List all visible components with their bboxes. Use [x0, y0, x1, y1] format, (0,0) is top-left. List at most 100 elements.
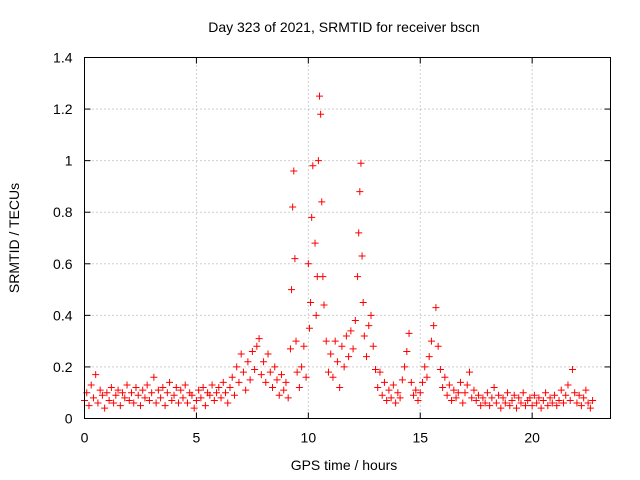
- data-point: [423, 373, 431, 381]
- data-point: [123, 381, 131, 389]
- data-point: [107, 384, 115, 392]
- y-tick-label: 0.6: [53, 256, 73, 272]
- data-point: [367, 311, 375, 319]
- data-point: [398, 376, 406, 384]
- data-point: [427, 337, 435, 345]
- data-point: [555, 396, 563, 404]
- data-point: [436, 366, 444, 374]
- data-point: [340, 363, 348, 371]
- data-point: [89, 394, 97, 402]
- data-point: [492, 399, 500, 407]
- data-point: [166, 378, 174, 386]
- data-points: [81, 92, 597, 412]
- data-point: [257, 371, 265, 379]
- data-point: [132, 384, 140, 392]
- data-point: [148, 389, 156, 397]
- data-point: [312, 311, 320, 319]
- data-point: [322, 337, 330, 345]
- data-point: [125, 396, 133, 404]
- data-point: [454, 389, 462, 397]
- data-point: [333, 358, 341, 366]
- y-tick-label: 1: [65, 153, 73, 169]
- data-point: [416, 389, 424, 397]
- data-point: [354, 273, 362, 281]
- x-tick-label: 0: [81, 430, 89, 446]
- data-point: [499, 394, 507, 402]
- plot-frame: [84, 57, 611, 419]
- data-point: [365, 322, 373, 330]
- data-point: [510, 391, 518, 399]
- data-point: [387, 394, 395, 402]
- data-point: [551, 391, 559, 399]
- data-point: [401, 363, 409, 371]
- data-point: [199, 384, 207, 392]
- data-point: [559, 399, 567, 407]
- data-point: [266, 368, 274, 376]
- data-point: [445, 381, 453, 389]
- data-point: [317, 110, 325, 118]
- data-point: [264, 350, 272, 358]
- x-tick-label: 10: [301, 430, 317, 446]
- data-point: [414, 396, 422, 404]
- data-point: [347, 327, 355, 335]
- data-point: [338, 342, 346, 350]
- data-point: [275, 391, 283, 399]
- data-point: [383, 396, 391, 404]
- data-point: [177, 386, 185, 394]
- data-point: [170, 391, 178, 399]
- data-point: [298, 363, 306, 371]
- data-point: [308, 213, 316, 221]
- data-point: [87, 381, 95, 389]
- data-point: [351, 317, 359, 325]
- data-point: [405, 329, 413, 337]
- y-tick-label: 0.8: [53, 204, 73, 220]
- data-point: [389, 381, 397, 389]
- data-point: [206, 391, 214, 399]
- data-point: [201, 402, 209, 410]
- data-point: [528, 402, 536, 410]
- data-point: [128, 389, 136, 397]
- data-point: [357, 159, 365, 167]
- data-point: [537, 404, 545, 412]
- data-point: [359, 298, 367, 306]
- y-tick-label: 1.2: [53, 101, 73, 117]
- data-point: [114, 386, 122, 394]
- data-point: [412, 386, 420, 394]
- data-point: [143, 381, 151, 389]
- data-point: [163, 389, 171, 397]
- data-point: [481, 399, 489, 407]
- data-point: [483, 389, 491, 397]
- data-point: [195, 386, 203, 394]
- data-point: [237, 350, 245, 358]
- data-point: [213, 389, 221, 397]
- data-point: [319, 273, 327, 281]
- data-point: [181, 381, 189, 389]
- data-point: [584, 399, 592, 407]
- data-point: [253, 342, 261, 350]
- data-point: [141, 394, 149, 402]
- grid-lines: [84, 57, 611, 419]
- data-point: [179, 394, 187, 402]
- data-point: [175, 399, 183, 407]
- data-point: [441, 373, 449, 381]
- data-point: [378, 391, 386, 399]
- data-point: [470, 386, 478, 394]
- data-point: [553, 402, 561, 410]
- data-point: [161, 402, 169, 410]
- y-tick-label: 0: [65, 411, 73, 427]
- data-point: [260, 358, 268, 366]
- data-point: [316, 92, 324, 100]
- data-point: [197, 394, 205, 402]
- data-point: [228, 373, 236, 381]
- data-point: [488, 394, 496, 402]
- data-point: [521, 402, 529, 410]
- data-point: [152, 399, 160, 407]
- data-point: [356, 188, 364, 196]
- data-point: [371, 366, 379, 374]
- data-point: [355, 229, 363, 237]
- data-point: [410, 391, 418, 399]
- data-point: [311, 239, 319, 247]
- data-point: [474, 391, 482, 399]
- data-point: [150, 373, 158, 381]
